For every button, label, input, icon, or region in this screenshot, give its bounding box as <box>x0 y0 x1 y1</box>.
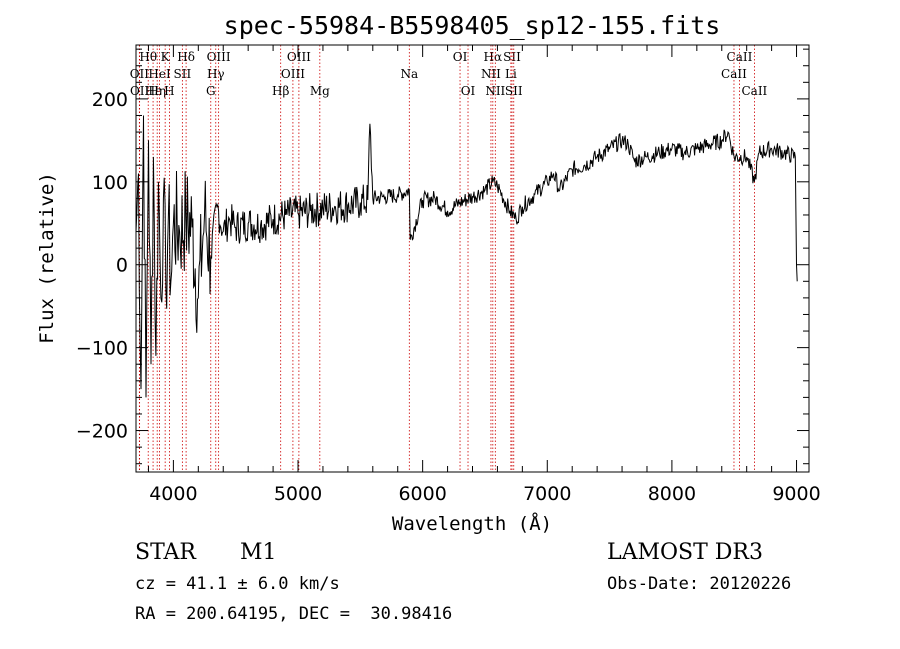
spectral-line-label: CaII <box>721 67 747 81</box>
y-tick-label: 0 <box>116 255 128 277</box>
observation-date: Obs-Date: 20120226 <box>607 574 792 594</box>
spectral-line-label: K <box>161 50 171 64</box>
spectral-line-label: SII <box>174 67 192 81</box>
spectral-line-label: Hβ <box>272 84 289 98</box>
spectral-line-label: SII <box>503 50 521 64</box>
spectral-line-label: G <box>206 84 216 98</box>
spectral-line-label: Hγ <box>207 67 225 81</box>
x-tick-label: 6000 <box>398 483 446 505</box>
x-tick-label: 4000 <box>149 483 197 505</box>
axis-ticks-layer: 4000 5000 6000 7000 8000 9000 −200 −100 0 100 200 <box>76 45 821 505</box>
coordinates: RA = 200.64195, DEC = 30.98416 <box>135 604 453 624</box>
object-subclass: M1 <box>240 540 277 565</box>
x-axis-label: Wavelength (Å) <box>392 512 552 535</box>
spectral-line-label: NII <box>481 67 501 81</box>
spectral-line-label: OII <box>130 84 150 98</box>
spectral-line-label: SII <box>505 84 523 98</box>
spectral-line-label: H <box>164 84 174 98</box>
redshift-cz: cz = 41.1 ± 6.0 km/s <box>135 574 340 594</box>
x-tick-label: 9000 <box>772 483 820 505</box>
spectral-line-label: OI <box>461 84 476 98</box>
spectral-line-label: OI <box>453 50 468 64</box>
y-axis-label: Flux (relative) <box>36 172 58 344</box>
chart-title: spec-55984-B5598405_sp12-155.fits <box>224 11 721 40</box>
flux-series-line <box>135 115 798 398</box>
plot-frame <box>135 44 810 473</box>
spectral-line-label: OIII <box>287 50 311 64</box>
y-tick-label: −100 <box>76 338 128 360</box>
spectral-line-label: NII <box>485 84 505 98</box>
y-tick-label: 100 <box>92 172 128 194</box>
spectral-line-label: Hα <box>484 50 503 64</box>
y-tick-label: −200 <box>76 421 128 443</box>
survey-name: LAMOST DR3 <box>607 540 763 565</box>
object-class: STAR <box>135 540 196 565</box>
spectral-line-label: CaII <box>727 50 753 64</box>
x-tick-label: 5000 <box>274 483 322 505</box>
spectral-line-label: Hδ <box>177 50 195 64</box>
spectral-line-label: Mg <box>310 84 330 98</box>
spectral-line-label: OIII <box>207 50 231 64</box>
spectral-line-label: HeI <box>148 67 171 81</box>
spectral-line-label: Hη <box>148 84 166 98</box>
spectral-line-label: CaII <box>741 84 767 98</box>
x-tick-label: 7000 <box>523 483 571 505</box>
spectral-line-label: Na <box>400 67 418 81</box>
spectral-line-label: Hθ <box>139 50 157 64</box>
x-tick-label: 8000 <box>648 483 696 505</box>
spectral-line-label: Li <box>505 67 517 81</box>
spectral-line-label: OIII <box>281 67 305 81</box>
y-tick-label: 200 <box>92 89 128 111</box>
